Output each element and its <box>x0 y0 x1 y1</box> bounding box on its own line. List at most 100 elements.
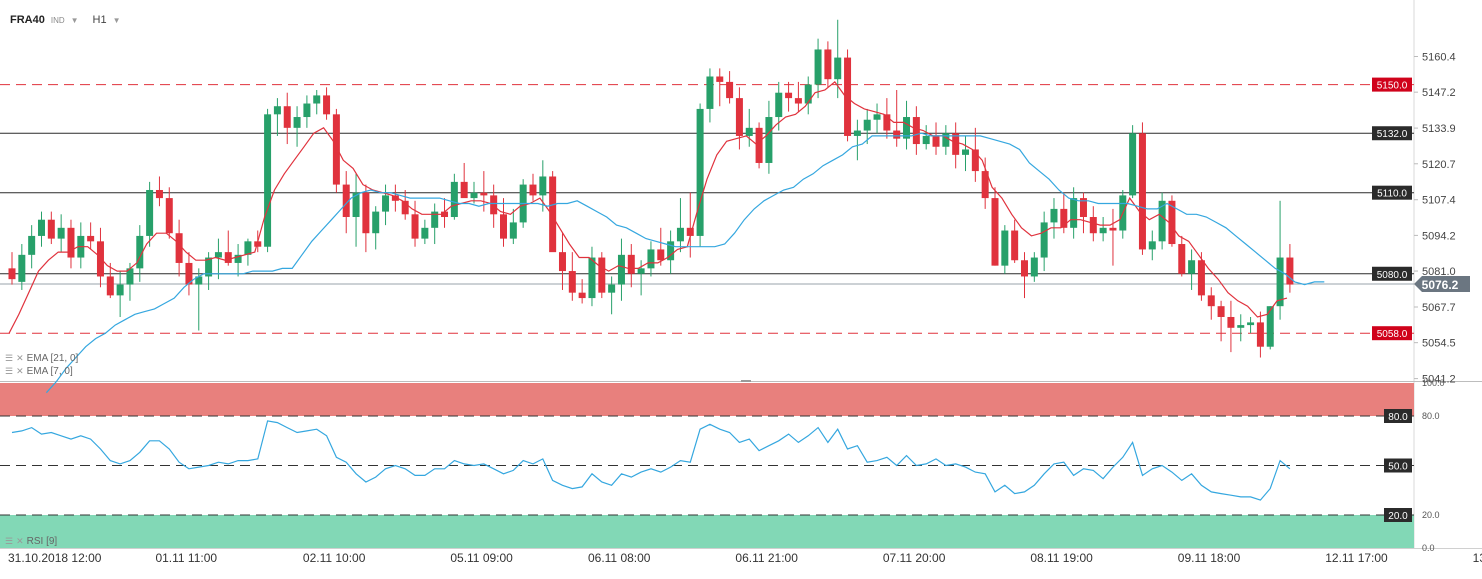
candle-bear <box>175 233 183 263</box>
candle-bull <box>126 268 134 285</box>
ema-fast-legend[interactable]: ☰ ✕ EMA [7, 0] <box>5 366 73 377</box>
candle-bull <box>382 195 390 212</box>
ema-slow-legend[interactable]: ☰ ✕ EMA [21, 0] <box>5 353 78 364</box>
price-tick-label: 5107.4 <box>1422 195 1456 207</box>
candle-bull <box>28 235 36 255</box>
candle-bear <box>549 176 557 253</box>
time-tick-label: 05.11 09:00 <box>450 551 513 565</box>
candle-bear <box>1138 133 1146 250</box>
candle-bear <box>460 181 468 199</box>
candle-bull <box>136 235 144 269</box>
candle-bull <box>421 227 429 239</box>
candle-bear <box>47 219 55 239</box>
candle-bear <box>1109 227 1117 231</box>
candle-bear <box>657 249 665 261</box>
time-tick-label: 09.11 18:00 <box>1178 551 1241 565</box>
timeframe-label[interactable]: H1 <box>92 14 107 26</box>
candle-bear <box>971 149 979 172</box>
candle-bull <box>1040 222 1048 258</box>
candle-bull <box>57 227 65 239</box>
candle-bear <box>844 57 852 136</box>
candle-bear <box>726 81 734 99</box>
candle-bull <box>676 227 684 242</box>
candle-bear <box>932 135 940 147</box>
candle-bull <box>667 241 675 261</box>
price-tick-label: 5081.0 <box>1422 266 1456 278</box>
ema-layer <box>8 81 1325 394</box>
candle-bull <box>942 133 950 147</box>
candle-bull <box>706 76 714 109</box>
candle-bear <box>755 127 763 163</box>
candles-layer <box>8 19 1294 358</box>
price-level-label-bg <box>1372 266 1412 281</box>
price-tick-label: 5054.5 <box>1422 338 1456 350</box>
candle-bull <box>539 176 547 196</box>
symbol-label[interactable]: FRA40 <box>10 14 45 26</box>
candle-bull <box>696 108 704 236</box>
candle-bear <box>1286 257 1294 285</box>
candle-bear <box>1207 295 1215 307</box>
candle-bear <box>500 214 507 239</box>
candle-bear <box>785 92 793 99</box>
price-level-label: 5058.0 <box>1377 329 1408 340</box>
candle-bull <box>431 211 439 228</box>
candle-bear <box>686 227 694 236</box>
candle-bear <box>981 171 989 199</box>
price-level-label-bg <box>1372 126 1412 141</box>
time-tick-label: 06.11 08:00 <box>588 551 651 565</box>
price-levels-layer: 5150.0 5132.0 5110.0 5080.0 5058.0 5076.2 <box>0 77 1470 341</box>
candle-bear <box>824 49 832 80</box>
time-tick-label: 02.11 10:00 <box>303 551 366 565</box>
close-icon[interactable]: ✕ <box>16 353 24 363</box>
candle-bear <box>401 200 409 215</box>
price-tick-label: 5067.7 <box>1422 302 1456 314</box>
candle-bull <box>647 249 655 269</box>
chart-header: FRA40 IND ▼ H1 ▼ <box>10 10 121 30</box>
candle-bull <box>745 127 753 136</box>
candle-bear <box>362 192 370 234</box>
candle-bull <box>637 268 645 274</box>
rsi-layer: 80.0 50.0 20.0 <box>0 409 1414 522</box>
candle-bull <box>205 257 213 277</box>
price-level-label-bg <box>1372 326 1412 341</box>
time-tick-label: 01.11 11:00 <box>155 551 217 565</box>
current-price-label: 5076.2 <box>1422 278 1459 292</box>
rsi-level-label: 20.0 <box>1388 511 1408 522</box>
candle-bull <box>214 252 222 258</box>
chevron-down-icon[interactable]: ▼ <box>112 15 121 25</box>
candle-bear <box>883 114 891 131</box>
rsi-level-label-bg <box>1384 508 1412 522</box>
close-icon[interactable]: ✕ <box>16 366 24 376</box>
rsi-legend[interactable]: ☰ ✕ RSI [9] <box>5 536 57 547</box>
candle-bear <box>952 133 960 155</box>
candle-bull <box>303 103 311 118</box>
rsi-level-label: 50.0 <box>1388 462 1408 473</box>
candle-bull <box>293 117 301 128</box>
candle-bear <box>480 192 488 196</box>
pane-resize-handle[interactable] <box>741 380 751 382</box>
time-tick-label: 07.11 20:00 <box>883 551 946 565</box>
settings-icon[interactable]: ☰ <box>5 536 14 546</box>
candle-bull <box>765 117 773 163</box>
candle-bear <box>912 117 920 145</box>
rsi-tick-label: 0.0 <box>1422 543 1435 553</box>
candle-bull <box>922 135 930 145</box>
time-tick-label: 13.11 16:00 <box>1473 551 1482 565</box>
chevron-down-icon[interactable]: ▼ <box>70 15 79 25</box>
candle-bear <box>283 106 291 128</box>
rsi-line <box>11 420 1291 501</box>
candle-bull <box>1188 260 1196 274</box>
candle-bull <box>352 192 360 218</box>
candle-bear <box>716 76 724 82</box>
candle-bull <box>1148 241 1156 250</box>
settings-icon[interactable]: ☰ <box>5 353 14 363</box>
candle-bull <box>37 219 45 236</box>
settings-icon[interactable]: ☰ <box>5 366 14 376</box>
candle-bull <box>863 119 871 131</box>
close-icon[interactable]: ✕ <box>16 536 24 546</box>
candle-bull <box>1099 227 1107 234</box>
candle-bull <box>244 241 252 255</box>
rsi-tick-label: 20.0 <box>1422 510 1440 520</box>
